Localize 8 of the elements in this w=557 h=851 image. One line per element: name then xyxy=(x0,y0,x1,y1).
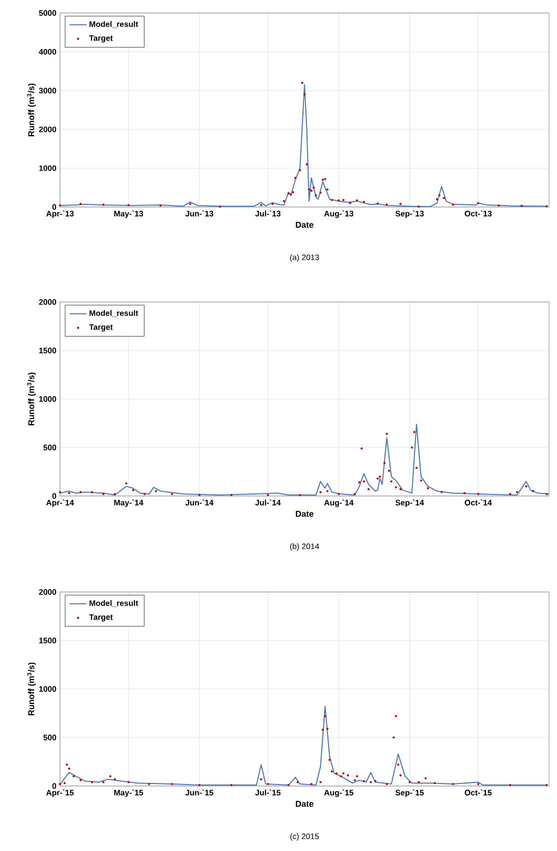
x-axis-title: Date xyxy=(296,510,314,517)
x-axis-title: Date xyxy=(296,222,314,228)
line-series xyxy=(60,84,548,207)
x-axis-title: Date xyxy=(296,800,314,807)
y-axis-title: Runoff (m$^{3}$/s) xyxy=(27,84,36,136)
y-axis-title: Runoff (m$^{3}$/s) xyxy=(27,662,36,716)
y-axis-title: Runoff (m$^{3}$/s) xyxy=(27,372,36,426)
line-series xyxy=(60,424,550,496)
